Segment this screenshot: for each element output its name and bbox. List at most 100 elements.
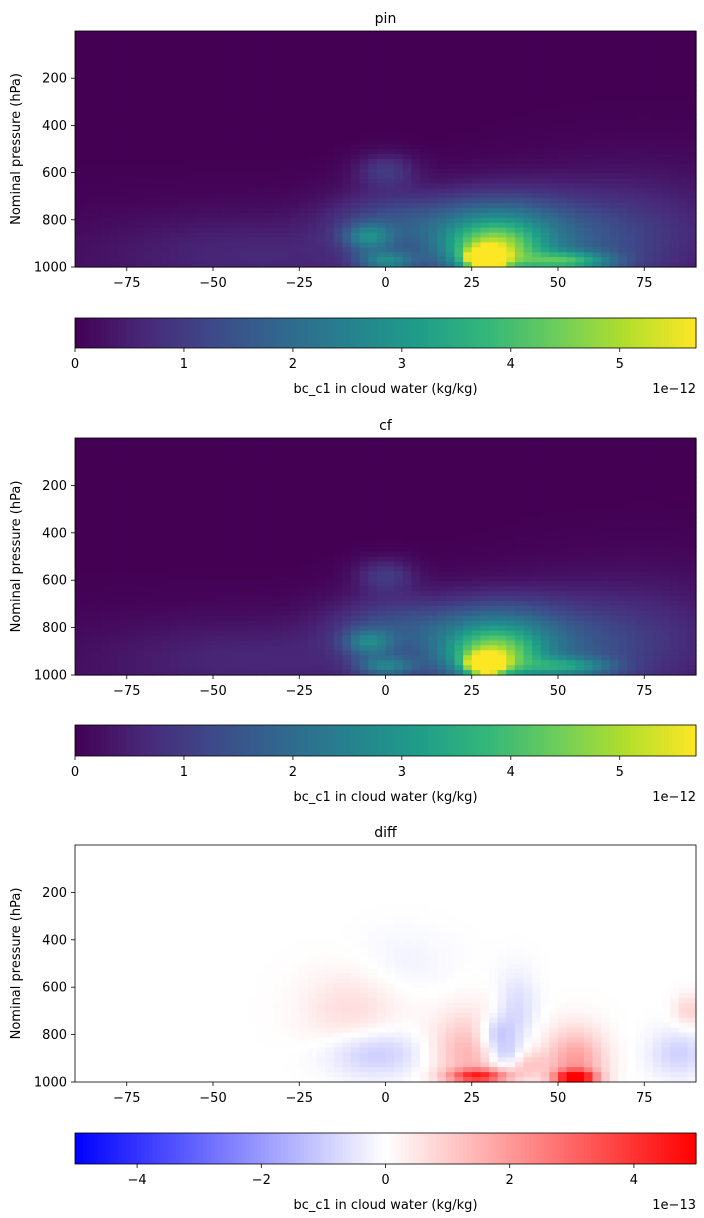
- heatmap-cell: [204, 114, 214, 121]
- heatmap-cell: [152, 252, 162, 258]
- heatmap-cell: [178, 129, 188, 135]
- heatmap-cell: [523, 139, 533, 145]
- heatmap-cell: [273, 129, 283, 135]
- heatmap-cell: [282, 242, 292, 248]
- heatmap-cell: [575, 462, 585, 469]
- heatmap-cell: [221, 217, 231, 224]
- heatmap-cell: [92, 35, 102, 42]
- heatmap-cell: [109, 227, 119, 234]
- heatmap-cell: [204, 487, 214, 493]
- heatmap-cell: [420, 212, 430, 219]
- colorbar-segment: [470, 318, 476, 348]
- heatmap-cell: [75, 90, 85, 96]
- heatmap-cell: [135, 482, 145, 488]
- heatmap-cell: [213, 217, 223, 224]
- heatmap-cell: [273, 178, 283, 185]
- heatmap-cell: [583, 521, 594, 528]
- heatmap-cell: [385, 168, 395, 175]
- heatmap-cell: [463, 85, 473, 91]
- heatmap-cell: [609, 438, 619, 444]
- heatmap-cell: [489, 168, 499, 175]
- heatmap-cell: [213, 227, 223, 234]
- heatmap-cell: [126, 477, 136, 484]
- heatmap-cell: [506, 472, 516, 479]
- heatmap-cell: [411, 512, 421, 518]
- heatmap-cell: [635, 262, 645, 268]
- heatmap-cell: [601, 45, 611, 52]
- heatmap-cell: [256, 178, 266, 185]
- colorbar-segment: [272, 318, 278, 348]
- heatmap-cell: [678, 252, 688, 258]
- heatmap-cell: [678, 467, 688, 474]
- heatmap-cell: [187, 502, 197, 508]
- heatmap-cell: [670, 487, 680, 493]
- heatmap-cell: [144, 94, 154, 101]
- heatmap-cell: [299, 472, 309, 479]
- heatmap-cell: [540, 257, 550, 263]
- heatmap-cell: [221, 75, 231, 81]
- heatmap-cell: [221, 149, 231, 155]
- heatmap-cell: [644, 492, 654, 498]
- heatmap-cell: [83, 99, 93, 106]
- heatmap-cell: [307, 114, 318, 121]
- heatmap-cell: [290, 198, 300, 204]
- heatmap-cell: [480, 50, 490, 57]
- heatmap-cell: [100, 442, 111, 449]
- heatmap-cell: [325, 247, 335, 253]
- heatmap-cell: [118, 452, 128, 459]
- heatmap-cell: [385, 222, 395, 229]
- heatmap-cell: [109, 45, 119, 52]
- heatmap-cell: [644, 487, 654, 493]
- heatmap-cell: [592, 114, 602, 121]
- heatmap-cell: [100, 487, 111, 493]
- heatmap-cell: [445, 193, 456, 199]
- heatmap-cell: [618, 502, 628, 508]
- heatmap-cell: [307, 252, 318, 258]
- heatmap-cell: [169, 45, 180, 52]
- heatmap-cell: [454, 492, 464, 498]
- heatmap-cell: [592, 482, 602, 488]
- heatmap-cell: [187, 60, 197, 67]
- heatmap-cell: [169, 124, 180, 130]
- heatmap-cell: [273, 60, 283, 67]
- heatmap-cell: [411, 65, 421, 71]
- heatmap-cell: [471, 109, 481, 116]
- colorbar-tick-label: 0: [71, 357, 79, 372]
- heatmap-cell: [411, 129, 421, 135]
- heatmap-cell: [489, 183, 499, 189]
- heatmap-cell: [290, 472, 300, 479]
- heatmap-cell: [178, 232, 188, 239]
- heatmap-cell: [187, 447, 197, 454]
- heatmap-cell: [359, 237, 369, 244]
- heatmap-cell: [558, 183, 568, 189]
- heatmap-cell: [506, 60, 516, 67]
- heatmap-cell: [428, 85, 438, 91]
- heatmap-cell: [325, 492, 335, 498]
- heatmap-cell: [411, 242, 421, 248]
- heatmap-cell: [342, 188, 352, 194]
- heatmap-cell: [445, 129, 456, 135]
- heatmap-cell: [463, 222, 473, 229]
- heatmap-cell: [652, 114, 663, 121]
- heatmap-cell: [575, 247, 585, 253]
- heatmap-cell: [178, 193, 188, 199]
- heatmap-cell: [247, 252, 257, 258]
- heatmap-cell: [152, 144, 162, 150]
- heatmap-cell: [394, 124, 404, 130]
- colorbar-segment: [226, 318, 231, 348]
- heatmap-cell: [247, 45, 257, 52]
- heatmap-cell: [307, 222, 318, 229]
- heatmap-cell: [635, 193, 645, 199]
- heatmap-cell: [83, 119, 93, 126]
- heatmap-cell: [385, 487, 395, 493]
- colorbar-segment: [346, 318, 352, 348]
- heatmap-cell: [83, 442, 93, 449]
- heatmap-cell: [558, 203, 568, 209]
- heatmap-cell: [428, 198, 438, 204]
- heatmap-cell: [523, 144, 533, 150]
- heatmap-cell: [325, 212, 335, 219]
- heatmap-cell: [290, 497, 300, 503]
- heatmap-cell: [307, 80, 318, 86]
- heatmap-cell: [558, 257, 568, 263]
- heatmap-cell: [497, 75, 507, 81]
